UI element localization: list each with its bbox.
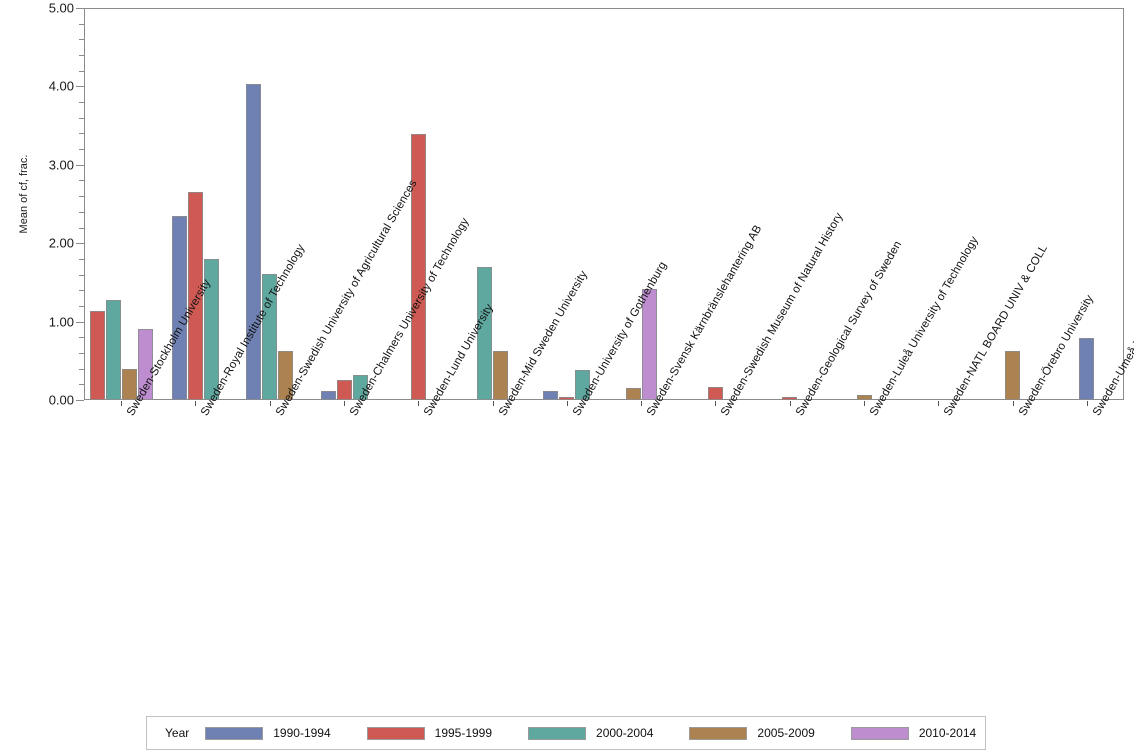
y-tick-minor [79, 258, 84, 260]
y-tick-label: 5.00 [48, 0, 74, 16]
y-tick-label: 0.00 [48, 392, 74, 408]
x-tick [715, 401, 716, 406]
x-tick [121, 401, 122, 406]
legend-entry[interactable]: 1995-1999 [366, 726, 520, 740]
y-tick-minor [79, 211, 84, 213]
y-tick-minor [79, 102, 84, 104]
legend-label: 2005-2009 [757, 726, 815, 740]
legend-entry[interactable]: 2010-2014 [850, 726, 977, 740]
y-tick-major [76, 400, 84, 401]
legend-swatch [366, 726, 425, 740]
x-tick [790, 401, 791, 406]
x-tick [1013, 401, 1014, 406]
legend-entry[interactable]: 2005-2009 [689, 726, 842, 740]
y-tick-minor [79, 274, 84, 276]
y-tick-minor [79, 70, 84, 72]
y-tick-minor [79, 39, 84, 41]
x-tick [938, 401, 939, 406]
legend-entry[interactable]: 2000-2004 [528, 726, 681, 740]
y-tick-minor [79, 196, 84, 198]
x-tick [641, 401, 642, 406]
y-tick-minor [79, 290, 84, 292]
x-tick [493, 401, 494, 406]
legend-label: 2000-2004 [596, 726, 654, 740]
legend-title: Year [165, 726, 190, 740]
y-tick-major [76, 164, 84, 166]
legend-label: 2010-2014 [918, 726, 977, 740]
legend-swatch [205, 726, 264, 740]
legend-label: 1990-1994 [273, 726, 331, 740]
y-tick-minor [79, 23, 84, 25]
y-tick-minor [79, 133, 84, 135]
y-tick-label: 2.00 [48, 235, 74, 251]
y-tick-label: 3.00 [48, 157, 74, 173]
legend: Year 1990-1994 1995-1999 2000-2004 2005-200… [146, 716, 986, 750]
y-tick-major [76, 243, 84, 245]
legend-entries: 1990-1994 1995-1999 2000-2004 2005-2009 2010… [205, 726, 984, 740]
y-tick-minor [79, 149, 84, 151]
x-tick [1087, 401, 1088, 406]
legend-label: 1995-1999 [434, 726, 493, 740]
x-tick [864, 401, 865, 406]
y-tick-minor [79, 384, 84, 386]
y-tick-major [76, 8, 84, 9]
x-tick [270, 401, 271, 406]
x-tick [195, 401, 196, 406]
y-tick-minor [79, 117, 84, 119]
y-tick-label: 1.00 [48, 314, 74, 330]
y-tick-minor [79, 227, 84, 229]
legend-swatch [689, 726, 748, 740]
legend-swatch [850, 726, 909, 740]
y-tick-minor [79, 368, 84, 370]
x-tick [418, 401, 419, 406]
y-tick-minor [79, 180, 84, 182]
y-tick-major [76, 86, 84, 88]
x-tick [344, 401, 345, 406]
x-tick [567, 401, 568, 406]
y-tick-minor [79, 352, 84, 354]
legend-swatch [528, 726, 587, 740]
y-tick-label: 4.00 [48, 78, 74, 94]
y-tick-minor [79, 305, 84, 307]
y-tick-minor [79, 55, 84, 57]
y-tick-minor [79, 337, 84, 339]
y-tick-major [76, 321, 84, 323]
legend-entry[interactable]: 1990-1994 [205, 726, 358, 740]
